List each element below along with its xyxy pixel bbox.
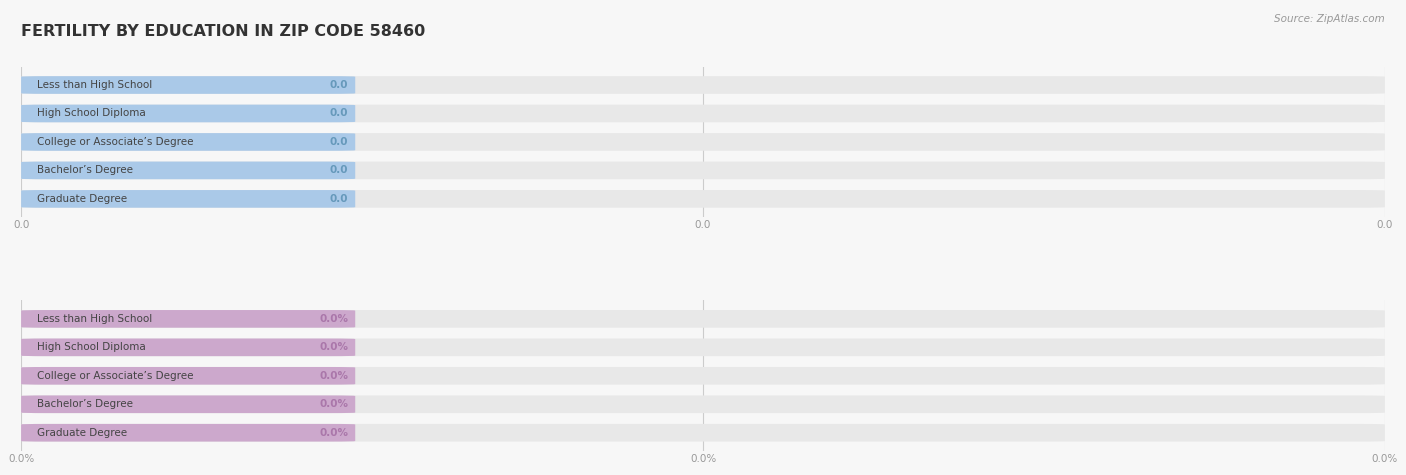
FancyBboxPatch shape <box>21 190 1385 208</box>
FancyBboxPatch shape <box>21 104 356 122</box>
Text: 0.0: 0.0 <box>330 108 349 118</box>
FancyBboxPatch shape <box>21 396 1385 413</box>
FancyBboxPatch shape <box>21 339 356 356</box>
FancyBboxPatch shape <box>21 133 356 151</box>
FancyBboxPatch shape <box>21 424 356 442</box>
Text: Less than High School: Less than High School <box>38 314 153 324</box>
Text: 0.0%: 0.0% <box>319 399 349 409</box>
Text: 0.0%: 0.0% <box>319 428 349 438</box>
FancyBboxPatch shape <box>21 162 1385 179</box>
FancyBboxPatch shape <box>21 133 1385 151</box>
Text: Source: ZipAtlas.com: Source: ZipAtlas.com <box>1274 14 1385 24</box>
FancyBboxPatch shape <box>21 162 356 179</box>
Text: College or Associate’s Degree: College or Associate’s Degree <box>38 137 194 147</box>
Text: Graduate Degree: Graduate Degree <box>38 428 128 438</box>
FancyBboxPatch shape <box>21 104 1385 122</box>
Text: 0.0: 0.0 <box>330 80 349 90</box>
Text: 0.0: 0.0 <box>330 165 349 175</box>
Text: 0.0%: 0.0% <box>319 314 349 324</box>
Text: Graduate Degree: Graduate Degree <box>38 194 128 204</box>
FancyBboxPatch shape <box>21 310 1385 328</box>
Text: College or Associate’s Degree: College or Associate’s Degree <box>38 371 194 381</box>
FancyBboxPatch shape <box>21 76 1385 94</box>
FancyBboxPatch shape <box>21 310 356 328</box>
FancyBboxPatch shape <box>21 190 356 208</box>
FancyBboxPatch shape <box>21 424 1385 442</box>
Text: Bachelor’s Degree: Bachelor’s Degree <box>38 399 134 409</box>
Text: High School Diploma: High School Diploma <box>38 108 146 118</box>
Text: 0.0: 0.0 <box>330 137 349 147</box>
FancyBboxPatch shape <box>21 367 356 385</box>
Text: 0.0%: 0.0% <box>319 371 349 381</box>
Text: Less than High School: Less than High School <box>38 80 153 90</box>
Text: Bachelor’s Degree: Bachelor’s Degree <box>38 165 134 175</box>
Text: 0.0: 0.0 <box>330 194 349 204</box>
FancyBboxPatch shape <box>21 339 1385 356</box>
FancyBboxPatch shape <box>21 367 1385 385</box>
FancyBboxPatch shape <box>21 76 356 94</box>
Text: 0.0%: 0.0% <box>319 342 349 352</box>
FancyBboxPatch shape <box>21 396 356 413</box>
Text: FERTILITY BY EDUCATION IN ZIP CODE 58460: FERTILITY BY EDUCATION IN ZIP CODE 58460 <box>21 24 426 39</box>
Text: High School Diploma: High School Diploma <box>38 342 146 352</box>
